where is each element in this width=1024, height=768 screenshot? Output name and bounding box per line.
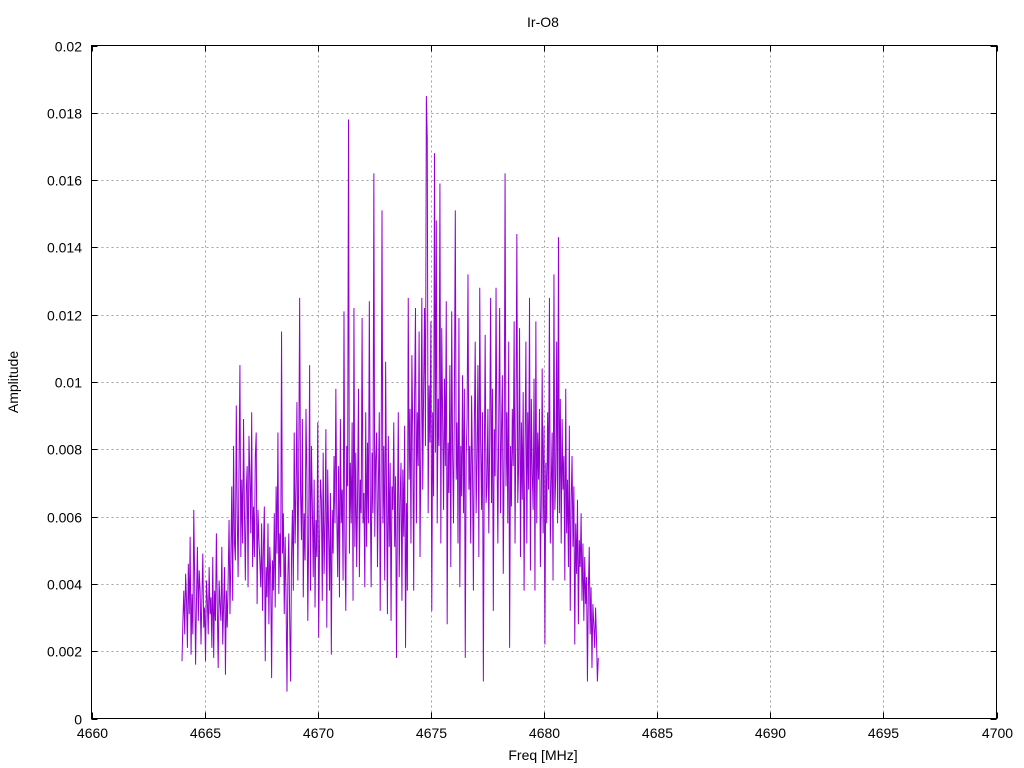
x-tick-label: 4670 <box>303 725 334 741</box>
y-tick-label: 0 <box>74 712 82 728</box>
y-tick-label: 0.002 <box>47 644 82 660</box>
x-tick-labels: 4660 4665 4670 4675 4680 4685 4690 4695 4700 <box>77 725 1013 741</box>
chart-title: Ir-O8 <box>527 14 559 30</box>
x-tick-label: 4695 <box>868 725 899 741</box>
y-tick-label: 0.006 <box>47 510 82 526</box>
x-tick-label: 4680 <box>529 725 560 741</box>
x-axis-title: Freq [MHz] <box>508 747 577 763</box>
x-tick-label: 4665 <box>190 725 221 741</box>
y-axis-title: Amplitude <box>5 351 21 413</box>
x-tick-label: 4690 <box>755 725 786 741</box>
y-tick-label: 0.01 <box>55 375 82 391</box>
y-tick-labels: 0 0.002 0.004 0.006 0.008 0.01 0.012 0.014 0.016… <box>47 39 82 728</box>
y-tick-label: 0.016 <box>47 173 82 189</box>
y-tick-label: 0.012 <box>47 308 82 324</box>
x-tick-label: 4700 <box>982 725 1013 741</box>
y-tick-label: 0.014 <box>47 240 82 256</box>
y-tick-label: 0.008 <box>47 442 82 458</box>
y-tick-label: 0.02 <box>55 39 82 55</box>
axis-ticks <box>91 45 998 720</box>
y-tick-label: 0.004 <box>47 577 82 593</box>
series-line <box>181 95 599 692</box>
data-series <box>181 95 599 692</box>
x-tick-label: 4660 <box>77 725 108 741</box>
x-tick-label: 4685 <box>642 725 673 741</box>
y-tick-label: 0.018 <box>47 106 82 122</box>
x-tick-label: 4675 <box>416 725 447 741</box>
